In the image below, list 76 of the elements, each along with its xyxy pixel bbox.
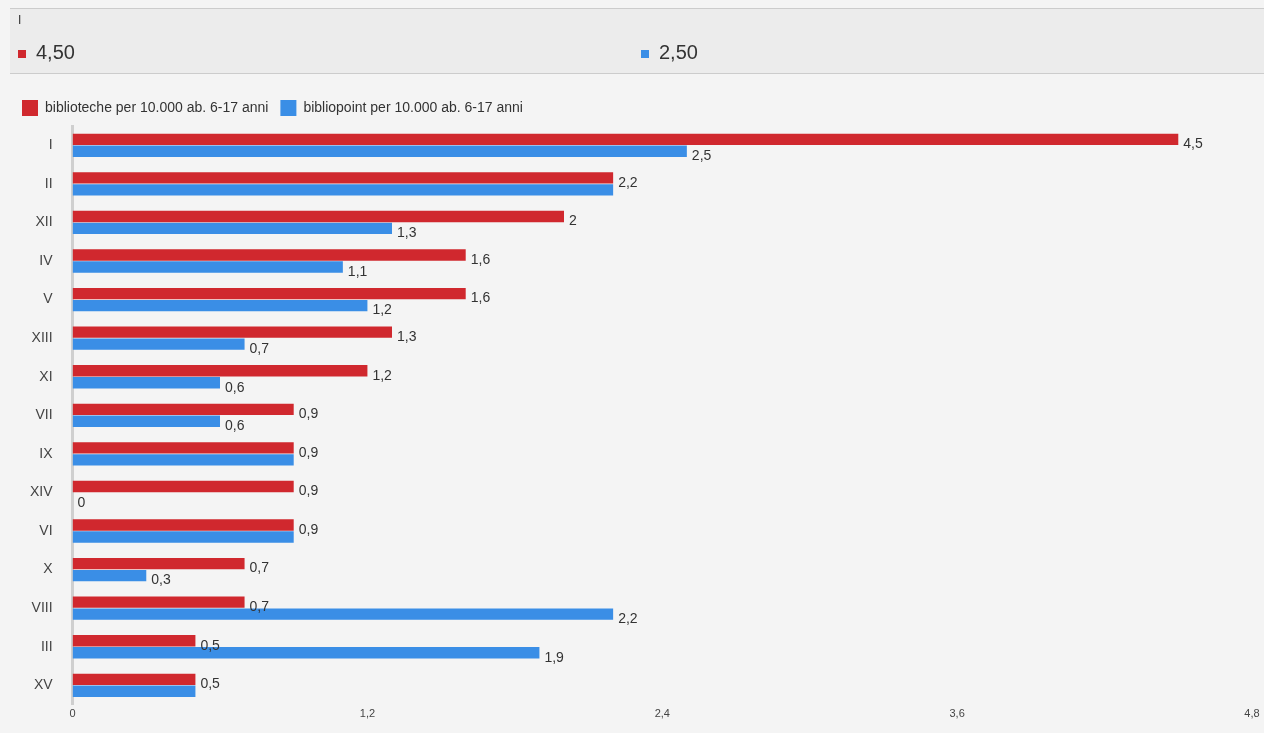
data-label: 0,6: [224, 417, 245, 434]
bar: [72, 184, 614, 196]
y-tick-label: XV: [33, 676, 54, 693]
bar: [72, 557, 245, 570]
legend-label: bibliopoint per 10.000 ab. 6-17 anni: [303, 98, 523, 115]
bar: [72, 596, 245, 608]
bar: [72, 222, 392, 235]
x-tick-label: 4,8: [1244, 707, 1260, 720]
y-tick-label: X: [43, 560, 54, 577]
bar: [72, 210, 564, 223]
legend-label: biblioteche per 10.000 ab. 6-17 anni: [45, 98, 269, 115]
data-label: 0,5: [200, 675, 221, 692]
data-label: 1,6: [470, 250, 491, 267]
data-label: 0,7: [249, 559, 270, 576]
bar: [72, 172, 614, 184]
y-tick-label: II: [44, 174, 53, 191]
bar: [72, 326, 392, 338]
data-label: 1,6: [470, 289, 491, 306]
bar: [72, 365, 368, 377]
y-tick-label: XI: [39, 367, 53, 384]
y-tick-label: XIII: [31, 329, 53, 346]
data-label: 2: [569, 212, 577, 229]
bar: [72, 531, 294, 543]
bar: [72, 635, 196, 647]
data-label: 0,9: [298, 520, 319, 537]
data-label: 0,3: [151, 571, 171, 588]
data-label: 1,1: [347, 262, 368, 279]
y-tick-label: XIV: [29, 483, 54, 500]
y-tick-label: V: [43, 290, 54, 307]
bar: [72, 338, 245, 350]
data-label: 1,3: [397, 328, 417, 345]
bar: [72, 685, 196, 697]
y-tick-label: III: [40, 637, 53, 654]
x-tick-label: 1,2: [359, 707, 376, 720]
text: I: [18, 13, 22, 27]
bar: [72, 442, 294, 454]
x-tick-label: 2,4: [654, 707, 670, 720]
data-label: 0,9: [298, 405, 319, 422]
bar: [72, 145, 687, 157]
y-tick-label: VIII: [31, 599, 53, 616]
bar: [72, 403, 294, 415]
data-label: 1,2: [372, 301, 393, 318]
x-tick-label: 3,6: [949, 707, 965, 720]
data-label: 2,2: [618, 173, 638, 190]
y-tick-label: I: [48, 136, 53, 153]
data-label: 2,2: [618, 610, 638, 626]
bar: [72, 377, 220, 389]
bar: [72, 287, 466, 300]
data-label: 1,9: [544, 648, 565, 665]
y-tick-label: IX: [39, 444, 54, 461]
bar: [72, 133, 1179, 145]
bar: [72, 569, 147, 582]
bar: [72, 454, 294, 466]
text: 2,50: [658, 41, 698, 64]
bar: [72, 415, 220, 427]
y-tick-label: VI: [39, 521, 53, 538]
bar: [72, 480, 294, 493]
data-label: 0: [77, 494, 86, 511]
data-label: 1,2: [372, 366, 393, 383]
data-label: 0,9: [298, 443, 319, 460]
x-tick-label: 0: [69, 707, 76, 720]
text: 4,50: [35, 41, 75, 64]
bar: [72, 673, 196, 686]
data-label: 0,9: [298, 482, 319, 499]
data-label: 2,5: [691, 147, 712, 164]
y-tick-label: IV: [39, 251, 54, 268]
data-label: 4,5: [1183, 135, 1203, 152]
y-tick-label: VII: [35, 406, 53, 423]
bar: [72, 519, 294, 531]
y-tick-label: XII: [35, 213, 53, 230]
bar: [72, 249, 466, 261]
bar: [72, 299, 368, 312]
bar: [72, 261, 343, 273]
data-label: 1,3: [397, 224, 417, 241]
data-label: 0,6: [224, 378, 245, 395]
data-label: 0,7: [249, 339, 270, 356]
